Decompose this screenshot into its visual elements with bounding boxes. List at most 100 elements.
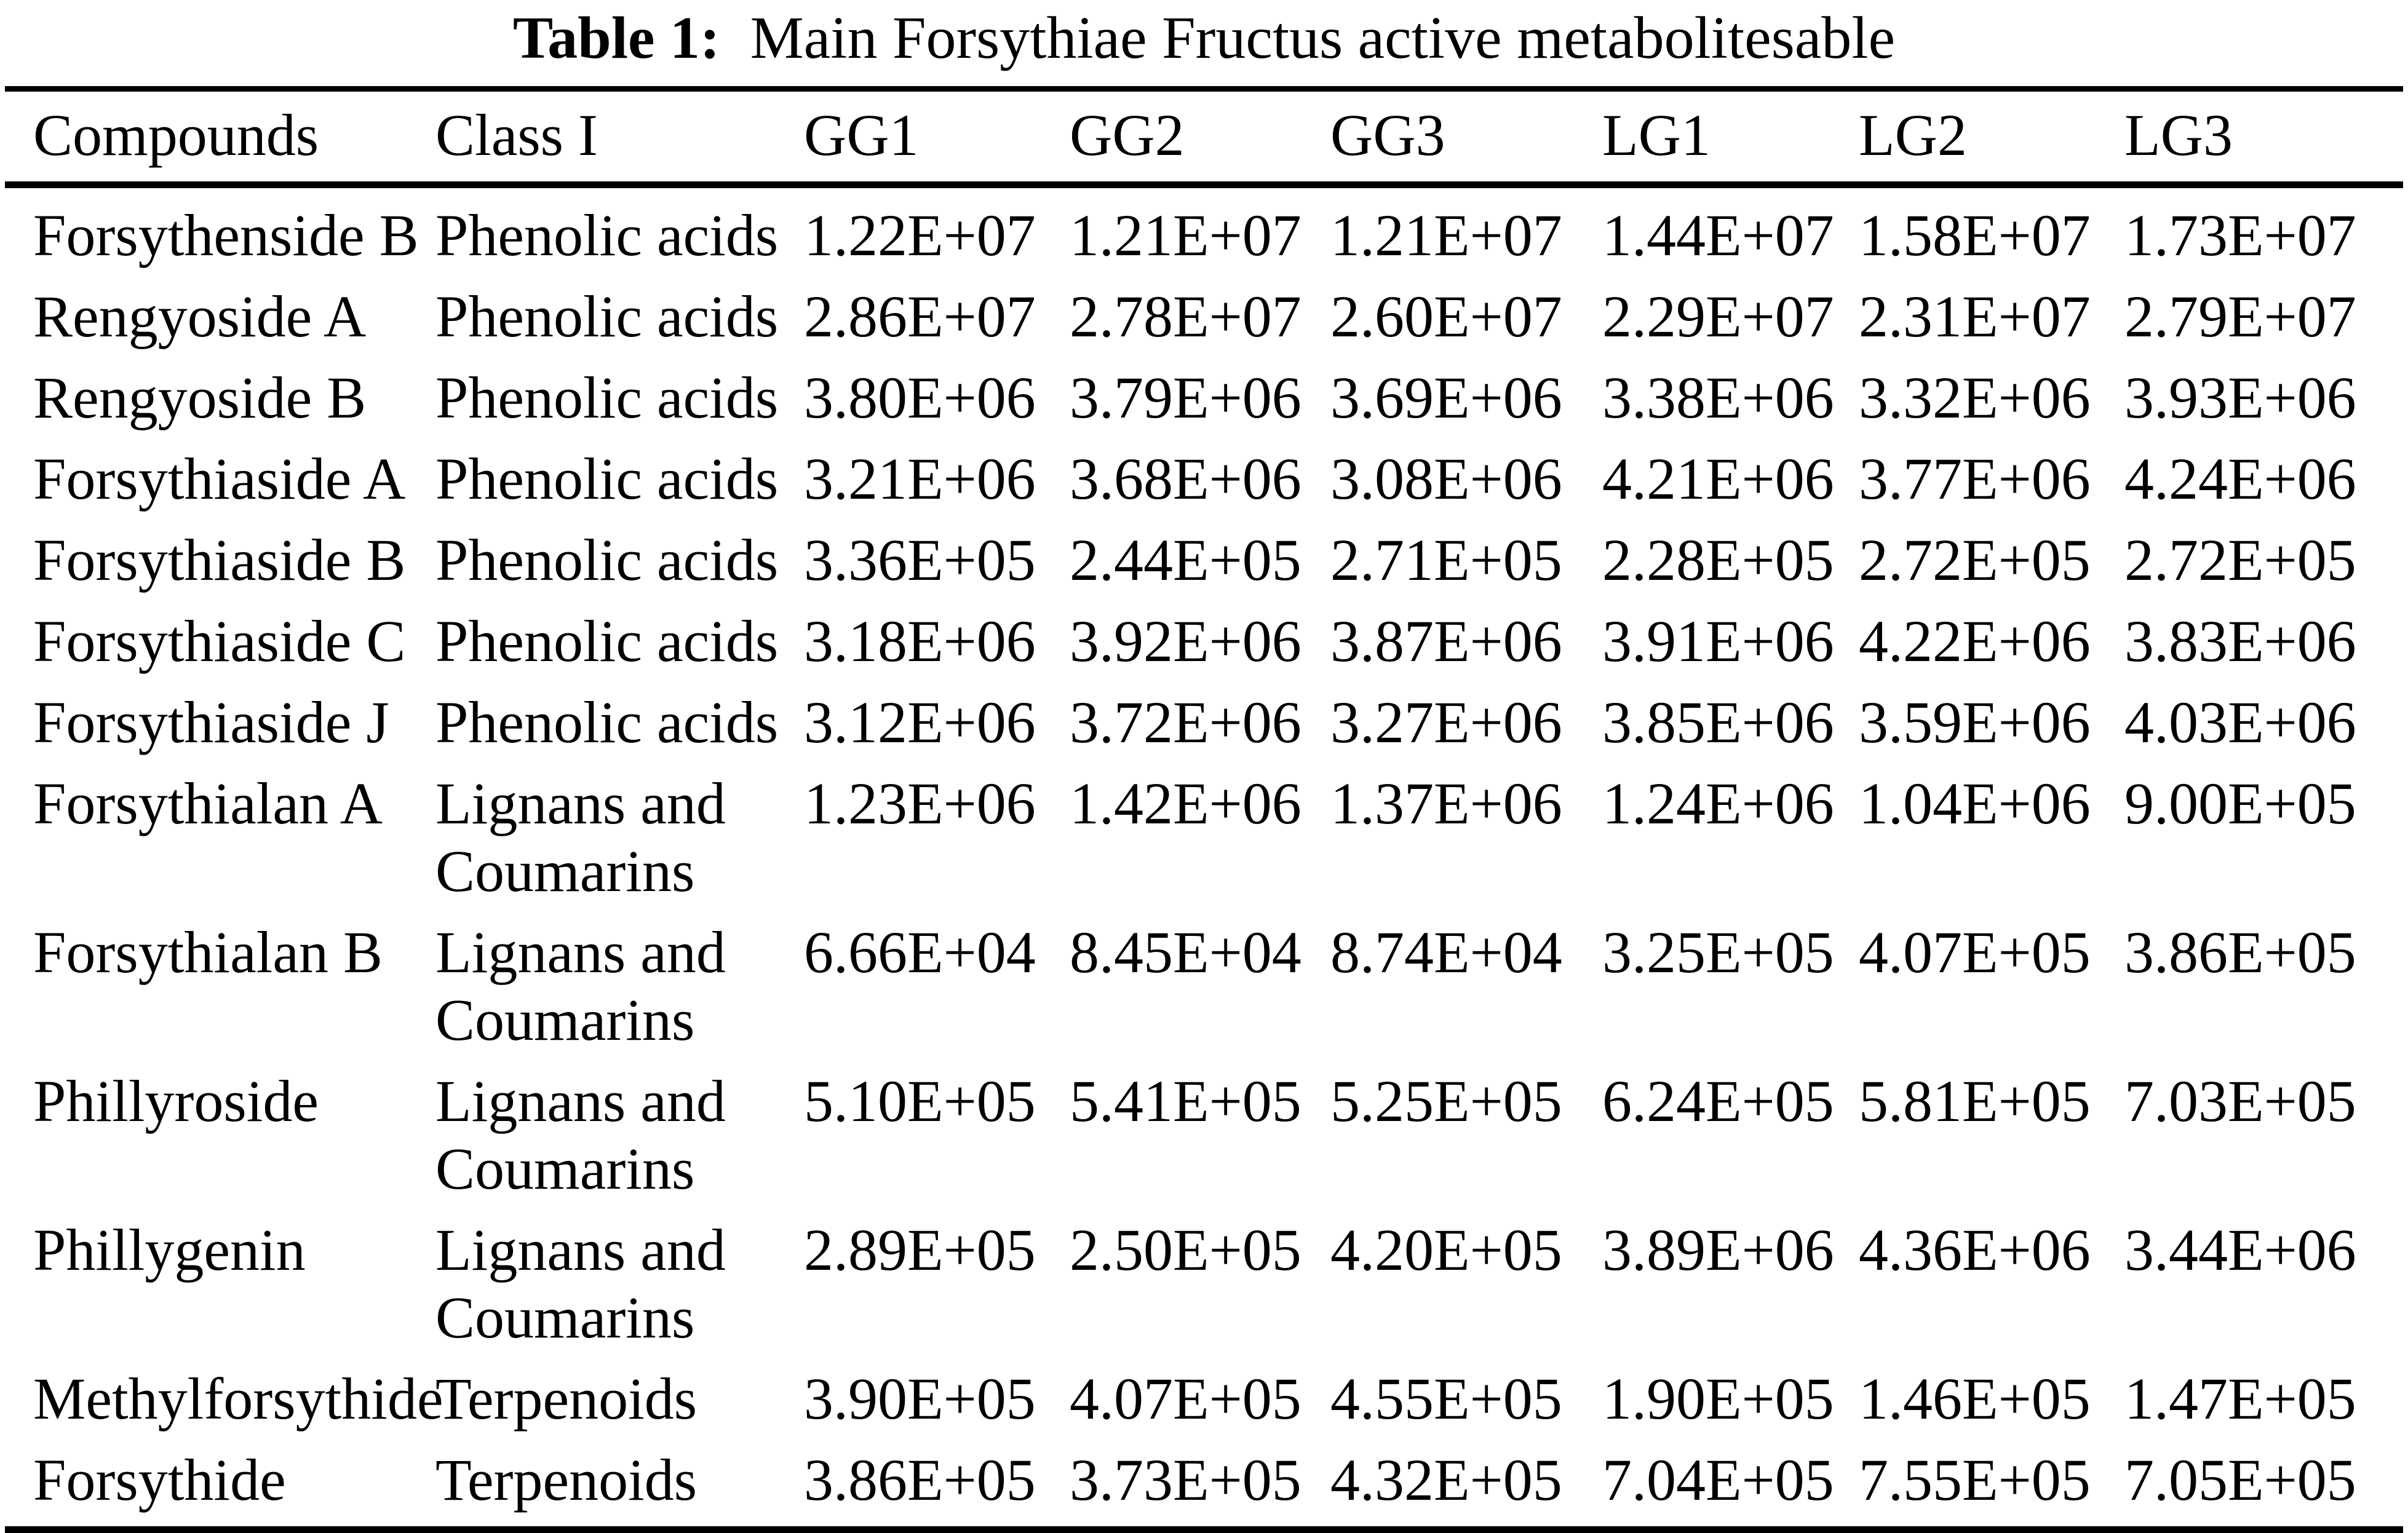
column-header: GG3 [1330, 89, 1602, 188]
value-cell: 8.45E+04 [1070, 919, 1301, 985]
value-cell: 1.24E+06 [1602, 770, 1834, 836]
value-cell: 3.18E+06 [804, 608, 1036, 674]
column-header: Compounds [5, 89, 435, 188]
value-cell: 2.72E+05 [2124, 526, 2356, 593]
table-caption: Table 1: Main Forsythiae Fructus active … [0, 5, 2408, 73]
value-cell: 4.36E+06 [1859, 1216, 2091, 1283]
value-cell: 4.07E+05 [1859, 919, 2091, 985]
value-cell: 4.20E+05 [1330, 1216, 1562, 1283]
compound-cell: Forsythiaside C [33, 608, 406, 674]
value-cell: 4.22E+06 [1859, 608, 2091, 674]
value-cell: 6.66E+04 [804, 919, 1036, 985]
table-row: Rengyoside B Phenolic acids 3.80E+06 3.79E+… [5, 357, 2403, 438]
value-cell: 3.92E+06 [1070, 608, 1301, 674]
value-cell: 1.58E+07 [1859, 202, 2091, 268]
value-cell: 9.00E+05 [2124, 770, 2356, 836]
value-cell: 2.79E+07 [2124, 283, 2356, 349]
class-cell: Terpenoids [435, 1365, 697, 1432]
class-cell: Phenolic acids [435, 364, 779, 430]
column-header: GG1 [804, 89, 1070, 188]
value-cell: 3.69E+06 [1330, 364, 1562, 430]
value-cell: 4.21E+06 [1602, 445, 1834, 512]
table-row: Forsythiaside J Phenolic acids 3.12E+06 3.7… [5, 682, 2403, 763]
value-cell: 3.72E+06 [1070, 689, 1301, 755]
value-cell: 3.85E+06 [1602, 689, 1834, 755]
compound-cell: Rengyoside A [33, 283, 367, 349]
value-cell: 2.71E+05 [1330, 526, 1562, 593]
value-cell: 1.37E+06 [1330, 770, 1562, 836]
class-cell: Lignans and Coumarins [435, 770, 726, 904]
value-cell: 1.04E+06 [1859, 770, 2091, 836]
value-cell: 5.25E+05 [1330, 1068, 1562, 1134]
value-cell: 3.93E+06 [2124, 364, 2356, 430]
table-row: Methylforsythide Terpenoids 3.90E+05 4.07E+… [5, 1358, 2403, 1440]
value-cell: 4.07E+05 [1070, 1365, 1301, 1432]
table-row: Phillyroside Lignans and Coumarins 5.10E+0… [5, 1061, 2403, 1210]
value-cell: 4.55E+05 [1330, 1365, 1562, 1432]
value-cell: 1.21E+07 [1330, 202, 1562, 268]
compound-cell: Rengyoside B [33, 364, 367, 430]
value-cell: 2.28E+05 [1602, 526, 1834, 593]
value-cell: 3.90E+05 [804, 1365, 1036, 1432]
value-cell: 4.24E+06 [2124, 445, 2356, 512]
value-cell: 2.29E+07 [1602, 283, 1834, 349]
value-cell: 3.59E+06 [1859, 689, 2091, 755]
value-cell: 1.21E+07 [1070, 202, 1301, 268]
value-cell: 1.47E+05 [2124, 1365, 2356, 1432]
compound-cell: Forsythialan A [33, 770, 383, 836]
value-cell: 8.74E+04 [1330, 919, 1562, 985]
table-row: Forsythenside B Phenolic acids 1.22E+07 1.2… [5, 184, 2403, 276]
table-caption-label: Table 1: [512, 5, 720, 71]
compound-cell: Forsythide [33, 1446, 286, 1513]
table-row: Phillygenin Lignans and Coumarins 2.89E+05… [5, 1210, 2403, 1358]
class-cell: Phenolic acids [435, 202, 779, 268]
table-caption-text: Main Forsythiae Fructus active metabolit… [750, 5, 1896, 71]
table-row: Forsythiaside C Phenolic acids 3.18E+06 3.9… [5, 601, 2403, 682]
value-cell: 2.50E+05 [1070, 1216, 1301, 1283]
value-cell: 2.78E+07 [1070, 283, 1301, 349]
compound-cell: Forsythenside B [33, 202, 419, 268]
class-cell: Phenolic acids [435, 445, 779, 512]
column-header: LG3 [2124, 89, 2403, 188]
column-header: LG2 [1859, 89, 2124, 188]
compound-cell: Phillyroside [33, 1068, 319, 1134]
value-cell: 4.03E+06 [2124, 689, 2356, 755]
value-cell: 2.44E+05 [1070, 526, 1301, 593]
table-row: Forsythialan B Lignans and Coumarins 6.66E… [5, 912, 2403, 1061]
value-cell: 3.86E+05 [804, 1446, 1036, 1513]
value-cell: 3.27E+06 [1330, 689, 1562, 755]
class-cell: Terpenoids [435, 1446, 697, 1513]
compound-cell: Forsythialan B [33, 919, 383, 985]
value-cell: 3.86E+05 [2124, 919, 2356, 985]
value-cell: 7.05E+05 [2124, 1446, 2356, 1513]
value-cell: 3.44E+06 [2124, 1216, 2356, 1283]
value-cell: 2.89E+05 [804, 1216, 1036, 1283]
class-cell: Phenolic acids [435, 608, 779, 674]
value-cell: 1.44E+07 [1602, 202, 1834, 268]
value-cell: 3.79E+06 [1070, 364, 1301, 430]
value-cell: 7.03E+05 [2124, 1068, 2356, 1134]
value-cell: 7.55E+05 [1859, 1446, 2091, 1513]
value-cell: 3.80E+06 [804, 364, 1036, 430]
value-cell: 3.21E+06 [804, 445, 1036, 512]
column-header: Class I [435, 89, 804, 188]
value-cell: 1.73E+07 [2124, 202, 2356, 268]
value-cell: 3.89E+06 [1602, 1216, 1834, 1283]
value-cell: 3.32E+06 [1859, 364, 2091, 430]
class-cell: Lignans and Coumarins [435, 1216, 726, 1350]
value-cell: 3.77E+06 [1859, 445, 2091, 512]
value-cell: 5.10E+05 [804, 1068, 1036, 1134]
table-row: Forsythialan A Lignans and Coumarins 1.23E… [5, 763, 2403, 912]
value-cell: 3.73E+05 [1070, 1446, 1301, 1513]
value-cell: 7.04E+05 [1602, 1446, 1834, 1513]
table-row: Forsythide Terpenoids 3.86E+05 3.73E+05 4.32… [5, 1440, 2403, 1530]
compound-cell: Phillygenin [33, 1216, 306, 1283]
table-row: Forsythiaside B Phenolic acids 3.36E+05 2.4… [5, 520, 2403, 601]
column-header: GG2 [1070, 89, 1330, 188]
compound-cell: Forsythiaside A [33, 445, 406, 512]
class-cell: Phenolic acids [435, 689, 779, 755]
table-body: Forsythenside B Phenolic acids 1.22E+07 1.2… [5, 184, 2403, 1529]
value-cell: 3.12E+06 [804, 689, 1036, 755]
value-cell: 3.68E+06 [1070, 445, 1301, 512]
header-row: Compounds Class I GG1 GG2 GG3 LG1 LG2 LG3 [5, 89, 2403, 188]
